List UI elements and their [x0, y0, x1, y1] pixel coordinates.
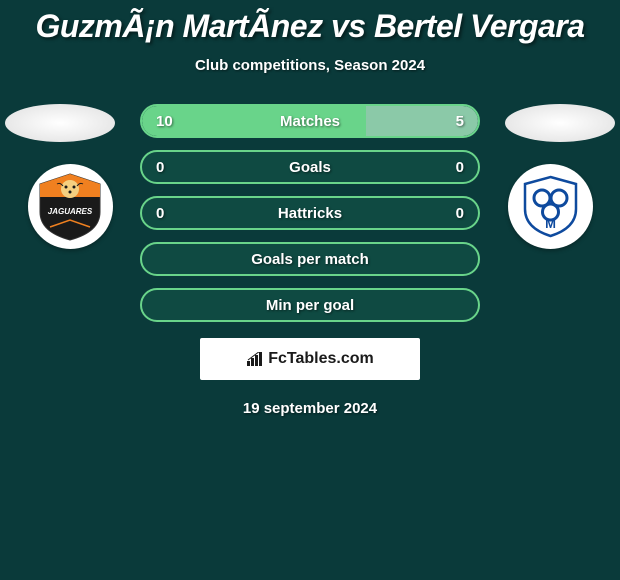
svg-text:M: M	[545, 216, 556, 231]
stat-value-right: 0	[456, 159, 464, 176]
stat-row-hattricks: 0 Hattricks 0	[140, 196, 480, 230]
subtitle: Club competitions, Season 2024	[0, 57, 620, 74]
club-badge-right: M	[500, 164, 600, 249]
stat-value-left: 0	[156, 205, 164, 222]
badge-circle-left: JAGUARES	[28, 164, 113, 249]
stat-value-left: 0	[156, 159, 164, 176]
date-text: 19 september 2024	[0, 400, 620, 417]
millonarios-badge: M	[518, 174, 583, 239]
stat-row-min-per-goal: Min per goal	[140, 288, 480, 322]
player-oval-right	[505, 104, 615, 142]
stat-label: Matches	[280, 113, 340, 130]
brand-box: FcTables.com	[200, 338, 420, 380]
player-oval-left	[5, 104, 115, 142]
stat-label: Goals	[289, 159, 331, 176]
stat-label: Goals per match	[251, 251, 369, 268]
jaguares-shield-icon: JAGUARES	[35, 172, 105, 242]
club-badge-left: JAGUARES	[20, 164, 120, 249]
badge-circle-right: M	[508, 164, 593, 249]
svg-text:JAGUARES: JAGUARES	[48, 207, 93, 216]
stat-row-goals: 0 Goals 0	[140, 150, 480, 184]
stat-row-matches: 10 Matches 5	[140, 104, 480, 138]
main-area: JAGUARES M	[0, 104, 620, 417]
millonarios-shield-icon: M	[518, 174, 583, 239]
stat-row-goals-per-match: Goals per match	[140, 242, 480, 276]
stat-value-right: 0	[456, 205, 464, 222]
stat-label: Min per goal	[266, 297, 354, 314]
stat-label: Hattricks	[278, 205, 342, 222]
comparison-infographic: GuzmÃ¡n MartÃ­nez vs Bertel Vergara Club…	[0, 0, 620, 580]
chart-icon	[246, 352, 264, 366]
stats-column: 10 Matches 5 0 Goals 0 0 Hattricks 0 Goa…	[140, 104, 480, 322]
page-title: GuzmÃ¡n MartÃ­nez vs Bertel Vergara	[0, 0, 620, 45]
jaguares-badge: JAGUARES	[35, 172, 105, 242]
brand-text: FcTables.com	[268, 350, 374, 368]
stat-value-left: 10	[156, 113, 173, 130]
stat-value-right: 5	[456, 113, 464, 130]
